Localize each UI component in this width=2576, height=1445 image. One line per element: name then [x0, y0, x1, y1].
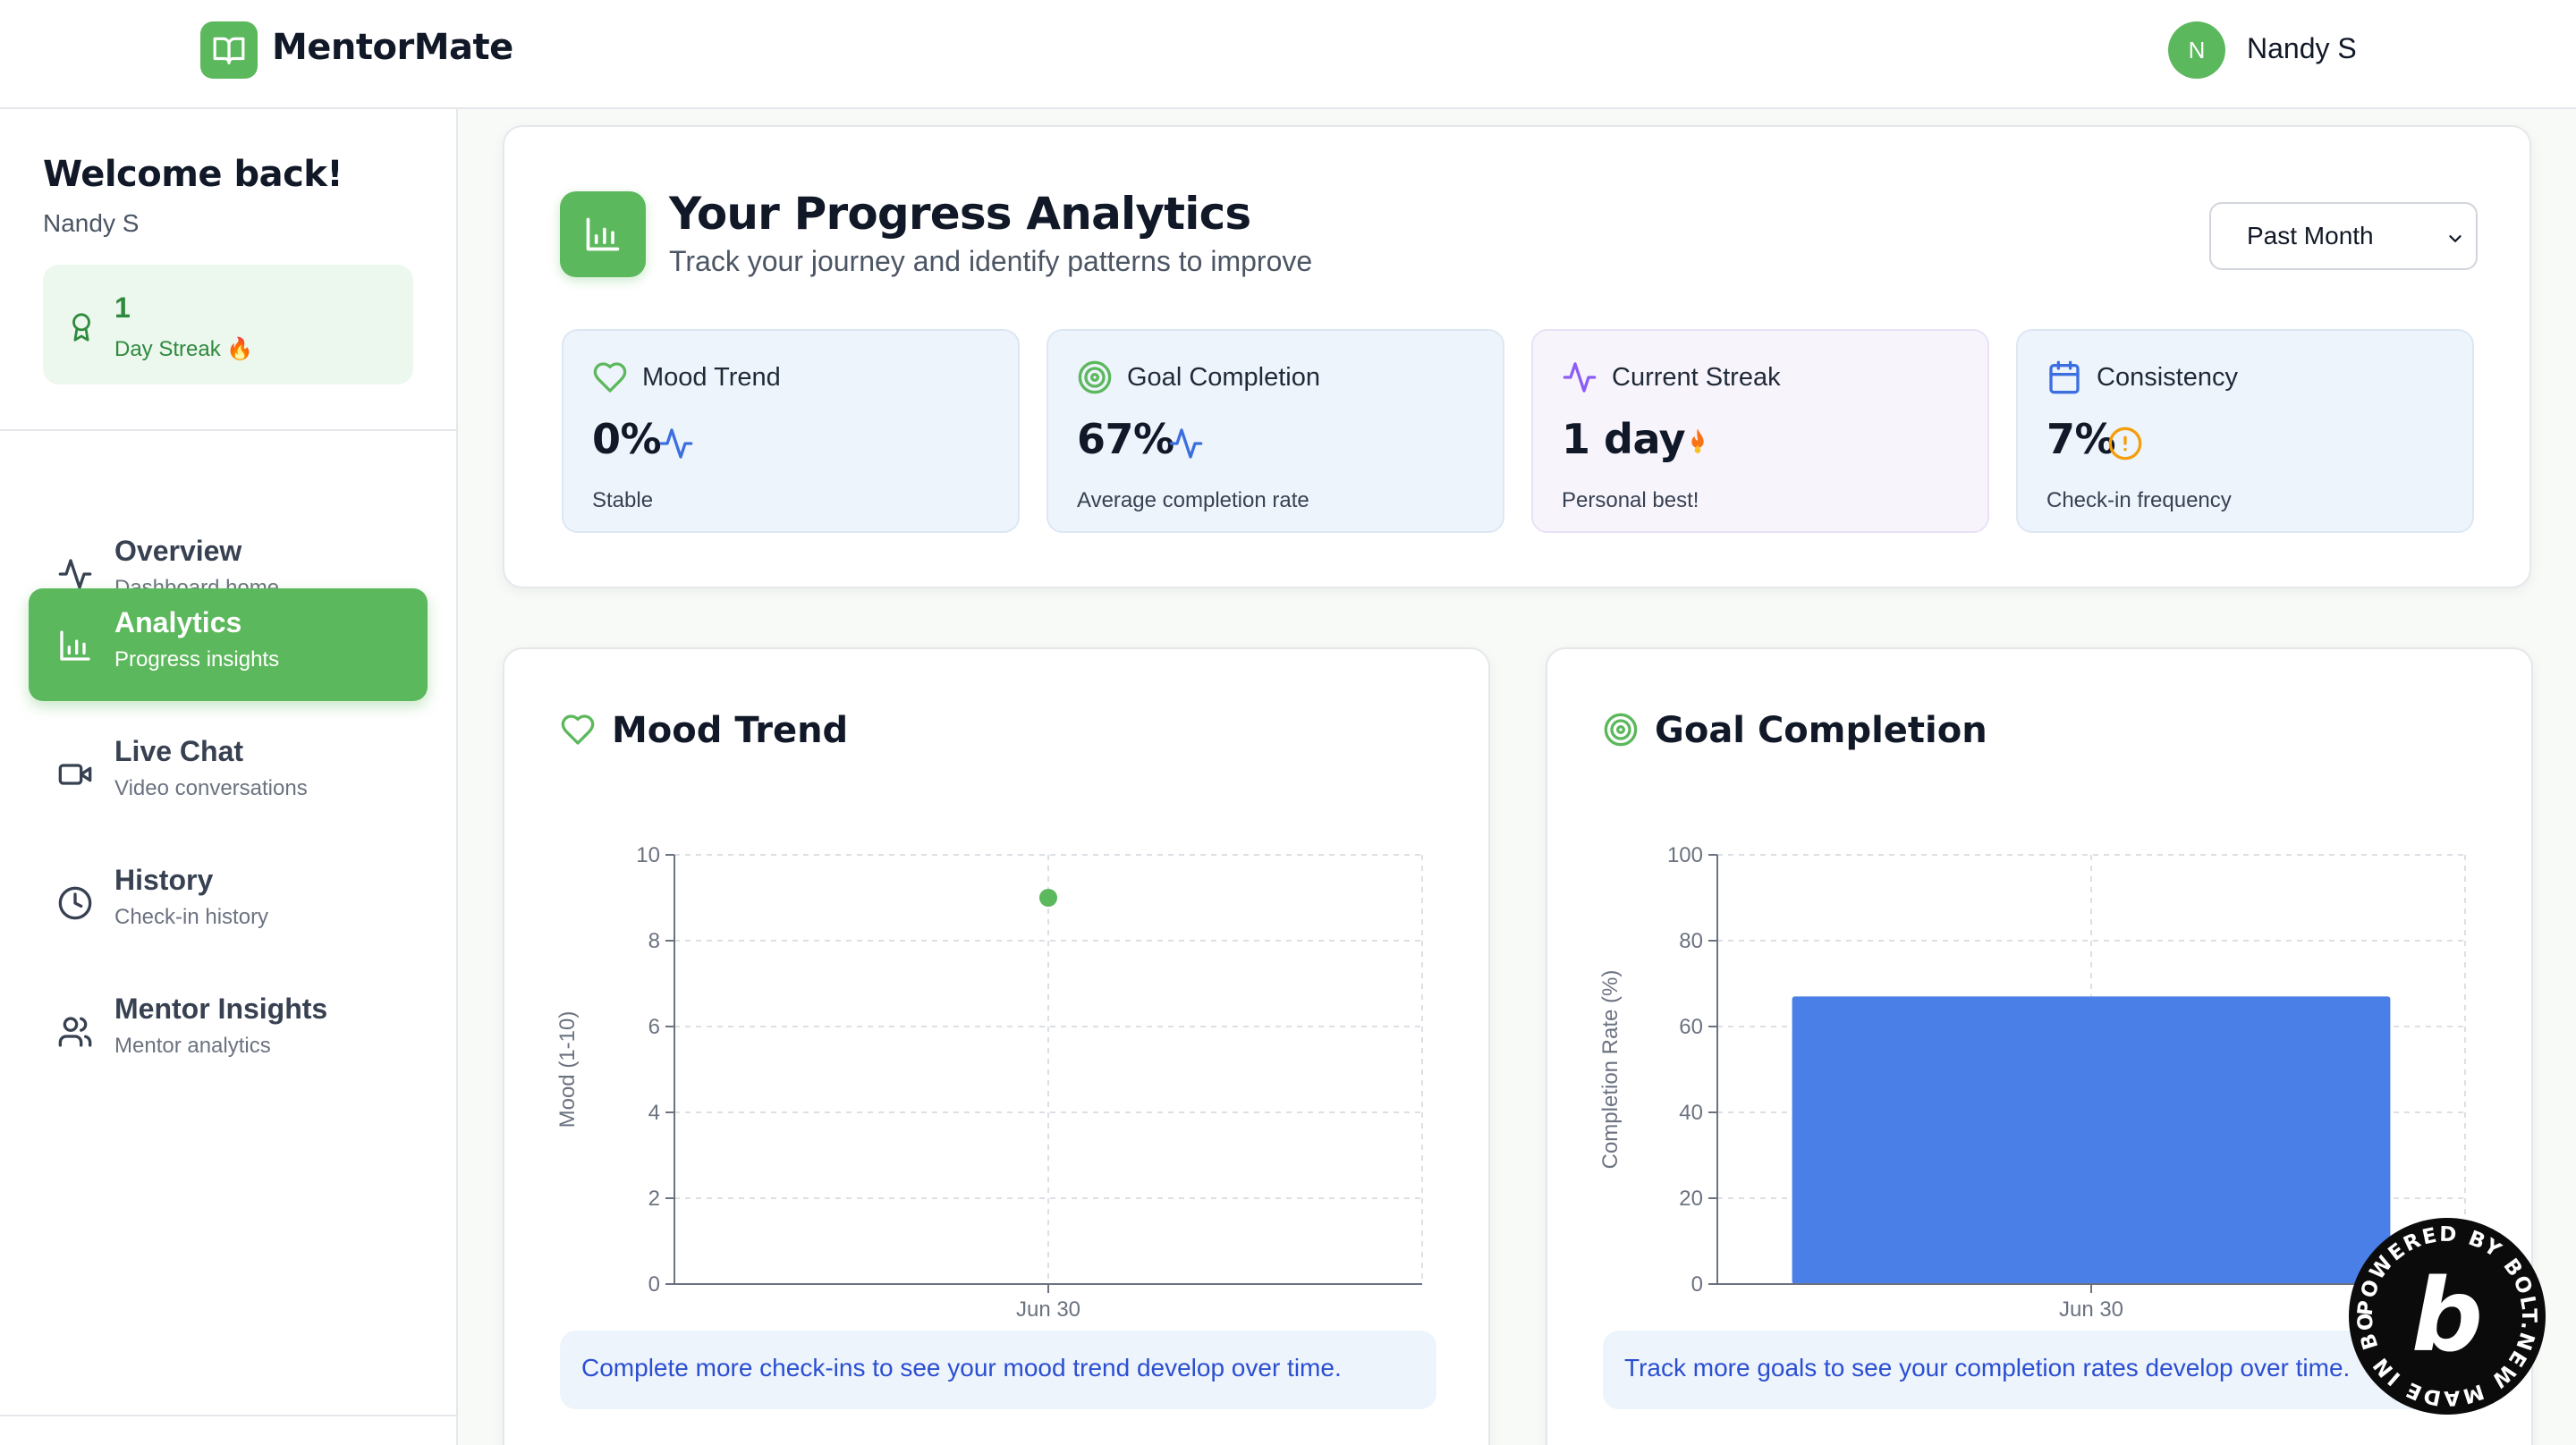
- award-icon: [72, 313, 90, 342]
- period-selected-value: Past Month: [2247, 222, 2374, 249]
- sidebar-item-mentor-insights[interactable]: Mentor Insights Mentor analytics: [29, 975, 428, 1087]
- sidebar-item-title: Live Chat: [114, 735, 244, 767]
- stat-subtitle: Check-in frequency: [2046, 488, 2232, 512]
- activity-icon: [1169, 428, 1203, 459]
- welcome-title: Welcome back!: [43, 154, 343, 195]
- analytics-summary-card: Your Progress Analytics Track your journ…: [503, 125, 2531, 588]
- clock-icon: [58, 886, 92, 920]
- stat-subtitle: Personal best!: [1562, 488, 1699, 512]
- stat-value: 0%: [592, 415, 662, 463]
- sidebar: Welcome back! Nandy S 1 Day Streak 🔥 Ove…: [0, 109, 458, 1445]
- top-bar: MentorMate N Nandy S: [0, 0, 2576, 109]
- bolt-logo-icon: b: [2411, 1258, 2483, 1374]
- page-subtitle: Track your journey and identify patterns…: [669, 245, 1313, 277]
- y-tick-label: 80: [1679, 929, 1703, 953]
- stat-subtitle: Average completion rate: [1077, 488, 1309, 512]
- y-tick-label: 6: [648, 1015, 660, 1039]
- activity-icon: [659, 428, 693, 459]
- avatar[interactable]: N: [2168, 21, 2225, 79]
- target-icon: [1078, 360, 1112, 394]
- brand-name[interactable]: MentorMate: [272, 27, 513, 68]
- mood-trend-card: Mood Trend 0 2 4 6 8 10 Jun 30 Mood (1-10) Comp…: [503, 647, 1490, 1445]
- y-axis-label: Completion Rate (%): [1598, 970, 1623, 1170]
- heart-icon: [593, 362, 627, 393]
- mood-chart: 0 2 4 6 8 10 Jun 30 Mood (1-10): [555, 843, 1423, 1320]
- bar-chart-icon: [60, 630, 90, 661]
- x-tick-label: Jun 30: [2059, 1297, 2123, 1320]
- sidebar-item-subtitle: Video conversations: [114, 776, 308, 800]
- y-tick-label: 4: [648, 1101, 660, 1125]
- divider: [0, 429, 456, 431]
- stat-value: 1 day: [1562, 415, 1686, 463]
- sidebar-item-title: Mentor Insights: [114, 993, 328, 1025]
- target-icon: [1604, 713, 1638, 747]
- y-tick-label: 8: [648, 929, 660, 953]
- stat-card-goal-completion: Goal Completion 67% Average completion r…: [1046, 329, 1504, 533]
- sidebar-item-analytics[interactable]: Analytics Progress insights: [29, 588, 428, 701]
- y-tick-label: 100: [1667, 843, 1703, 867]
- bar-chart-icon: [560, 191, 646, 277]
- chart-note-text: Complete more check-ins to see your mood…: [581, 1354, 1342, 1382]
- users-icon: [58, 1017, 92, 1047]
- stat-title: Current Streak: [1612, 363, 1781, 392]
- y-tick-label: 0: [1691, 1272, 1703, 1297]
- streak-count: 1: [114, 292, 131, 324]
- activity-icon: [1563, 362, 1597, 393]
- sidebar-item-subtitle: Progress insights: [114, 647, 280, 672]
- sidebar-item-title: History: [114, 864, 214, 896]
- period-select[interactable]: Past Month: [2209, 202, 2478, 270]
- book-icon[interactable]: [200, 21, 258, 79]
- chart-title: Goal Completion: [1655, 710, 1987, 751]
- stat-subtitle: Stable: [592, 488, 654, 512]
- stat-title: Consistency: [2097, 363, 2238, 392]
- streak-card: 1 Day Streak 🔥: [43, 265, 413, 384]
- streak-label: Day Streak 🔥: [114, 337, 254, 361]
- stat-title: Goal Completion: [1127, 363, 1320, 392]
- sidebar-item-live-chat[interactable]: Live Chat Video conversations: [29, 717, 428, 830]
- video-icon: [58, 764, 92, 785]
- welcome-name: Nandy S: [43, 209, 140, 237]
- y-tick-label: 20: [1679, 1187, 1703, 1211]
- sidebar-item-title: Analytics: [114, 606, 242, 638]
- stat-card-consistency: Consistency 7% Check-in frequency: [2016, 329, 2474, 533]
- stat-title: Mood Trend: [642, 363, 781, 392]
- x-tick-label: Jun 30: [1016, 1297, 1080, 1320]
- divider: [0, 1415, 456, 1416]
- chevron-down-icon: [2449, 235, 2462, 242]
- user-name[interactable]: Nandy S: [2247, 32, 2357, 64]
- stat-card-current-streak: Current Streak 1 day Personal best!: [1531, 329, 1989, 533]
- data-point: [1039, 889, 1057, 907]
- y-tick-label: 10: [636, 843, 660, 867]
- sidebar-item-subtitle: Mentor analytics: [114, 1034, 271, 1058]
- flame-icon: [1691, 428, 1704, 453]
- stat-card-mood-trend: Mood Trend 0% Stable: [562, 329, 1020, 533]
- sidebar-item-history[interactable]: History Check-in history: [29, 846, 428, 959]
- bolt-badge[interactable]: POWERED BY BOLT.NEW MADE IN BOLT.NEW b: [2347, 1216, 2547, 1416]
- page-title: Your Progress Analytics: [669, 188, 1251, 240]
- goal-chart: 0 20 40 60 80 100 Jun 30 Completion Rate (%): [1598, 843, 2466, 1320]
- chart-note-text: Track more goals to see your completion …: [1624, 1354, 2351, 1382]
- y-axis-label: Mood (1-10): [555, 1011, 580, 1128]
- chart-note: Track more goals to see your completion …: [1603, 1331, 2479, 1409]
- chart-note: Complete more check-ins to see your mood…: [560, 1331, 1436, 1409]
- y-tick-label: 40: [1679, 1101, 1703, 1125]
- alert-circle-icon: [2108, 427, 2142, 461]
- chart-title: Mood Trend: [612, 710, 849, 751]
- heart-icon: [561, 714, 595, 745]
- y-tick-label: 60: [1679, 1015, 1703, 1039]
- badge-background: [2349, 1218, 2546, 1415]
- activity-icon: [58, 559, 92, 589]
- stat-value: 7%: [2046, 415, 2116, 463]
- y-tick-label: 0: [648, 1272, 660, 1297]
- stat-value: 67%: [1077, 415, 1174, 463]
- bar: [1792, 996, 2391, 1284]
- sidebar-item-title: Overview: [114, 535, 242, 567]
- calendar-icon: [2049, 360, 2080, 394]
- sidebar-item-subtitle: Check-in history: [114, 905, 269, 929]
- y-tick-label: 2: [648, 1187, 660, 1211]
